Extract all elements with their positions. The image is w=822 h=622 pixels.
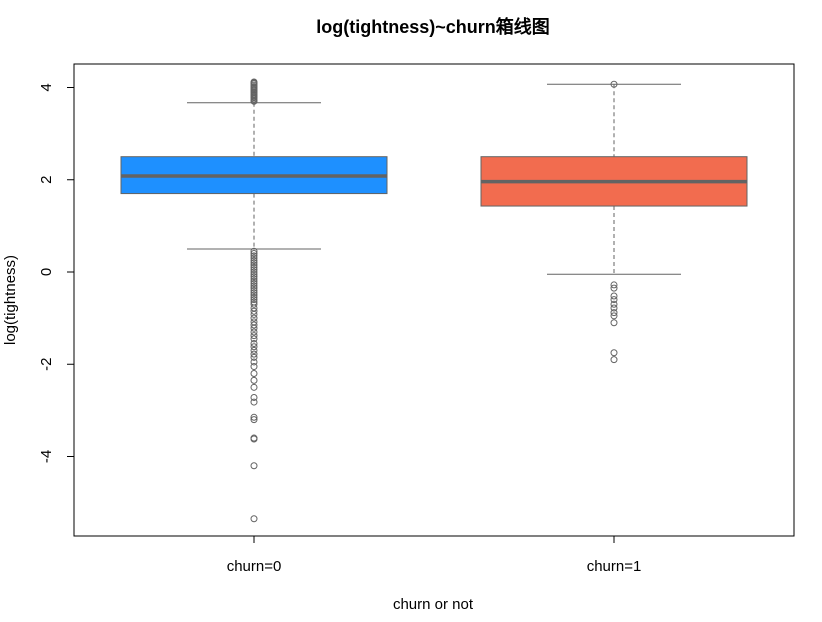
outlier-point (250, 286, 258, 294)
outlier-point (250, 383, 258, 391)
outlier-point (250, 254, 258, 262)
x-axis: churn=0 churn=1 (227, 535, 642, 575)
outlier-point (610, 356, 618, 364)
outlier-point (250, 261, 258, 269)
box-group-churn=1 (480, 80, 748, 364)
outlier-point (250, 296, 258, 304)
outlier-point (610, 296, 618, 304)
outlier-point (250, 328, 258, 336)
outlier-point (250, 346, 258, 354)
outlier-point (250, 307, 258, 315)
outlier-point (250, 280, 258, 288)
outlier-point (250, 398, 258, 406)
outlier-point (610, 304, 618, 312)
outlier-point (250, 321, 258, 329)
outlier-point (250, 435, 258, 443)
outlier-point (250, 350, 258, 358)
outlier-point (250, 353, 258, 361)
outlier-point (610, 284, 618, 292)
y-tick-label: 4 (38, 83, 55, 91)
outlier-point (250, 266, 258, 274)
x-tick-label: churn=0 (227, 558, 282, 575)
outlier-point (250, 324, 258, 332)
outlier-point (250, 413, 258, 421)
outlier-point (250, 363, 258, 371)
outlier-point (250, 358, 258, 366)
outlier-point (610, 292, 618, 300)
outlier-point (250, 247, 258, 255)
y-axis-label: log(tightness) (2, 255, 19, 345)
outlier-point (250, 300, 258, 308)
outlier-point (250, 376, 258, 384)
outlier-point (250, 369, 258, 377)
outlier-point (610, 319, 618, 327)
outlier-point (250, 273, 258, 281)
y-tick-label: -4 (38, 450, 55, 463)
y-tick-label: -2 (38, 358, 55, 371)
y-axis: 4 2 0 -2 -4 (38, 83, 75, 463)
x-tick-label: churn=1 (587, 558, 642, 575)
outlier-point (250, 293, 258, 301)
outlier-point (250, 291, 258, 299)
outlier-point (610, 281, 618, 289)
outlier-point (250, 252, 258, 260)
outlier-point (250, 343, 258, 351)
boxes-layer (120, 78, 748, 523)
outlier-point (250, 78, 258, 86)
outlier-point (250, 282, 258, 290)
outlier-point (250, 270, 258, 278)
outlier-point (250, 332, 258, 340)
outlier-point (610, 300, 618, 308)
y-tick-label: 0 (38, 268, 55, 276)
outlier-point (610, 312, 618, 320)
outlier-point (250, 268, 258, 276)
outlier-point (610, 349, 618, 357)
outlier-point (610, 309, 618, 317)
outlier-point (250, 335, 258, 343)
x-axis-label: churn or not (393, 596, 474, 613)
outlier-point (250, 310, 258, 318)
outlier-point (250, 263, 258, 271)
outlier-point (250, 416, 258, 424)
outlier-point (250, 339, 258, 347)
outlier-point (250, 462, 258, 470)
outlier-point (610, 80, 618, 88)
outlier-point (250, 314, 258, 322)
outlier-point (250, 284, 258, 292)
plot-frame (73, 63, 795, 537)
outlier-point (250, 275, 258, 283)
box-group-churn=0 (120, 78, 388, 523)
outlier-point (250, 250, 258, 258)
outlier-point (250, 259, 258, 267)
outlier-point (250, 289, 258, 297)
y-tick-label: 2 (38, 176, 55, 184)
outlier-point (250, 256, 258, 264)
chart-title: log(tightness)~churn箱线图 (316, 16, 550, 37)
outlier-point (250, 515, 258, 523)
outlier-point (250, 277, 258, 285)
outlier-point (250, 393, 258, 401)
